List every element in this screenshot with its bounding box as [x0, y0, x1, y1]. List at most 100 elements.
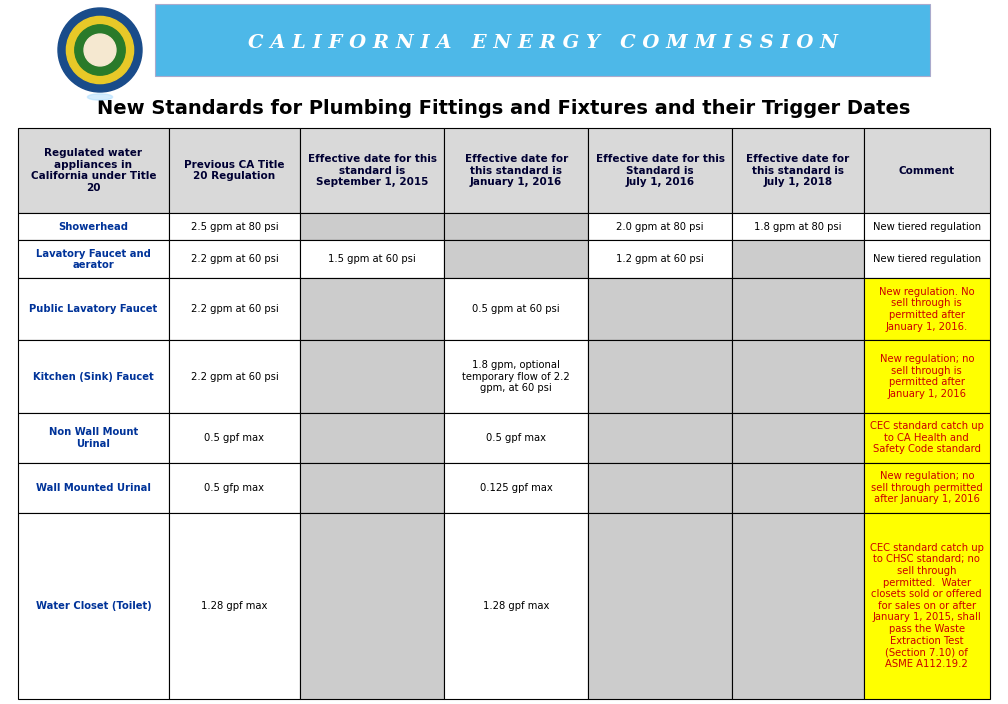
Text: Lavatory Faucet and
aerator: Lavatory Faucet and aerator — [36, 249, 151, 270]
Bar — [18, 413, 168, 463]
Text: 1.8 gpm at 80 psi: 1.8 gpm at 80 psi — [754, 222, 842, 232]
Text: 0.5 gpf max: 0.5 gpf max — [205, 433, 264, 443]
Text: Effective date for
this standard is
January 1, 2016: Effective date for this standard is Janu… — [465, 154, 568, 187]
Text: C A L I F O R N I A   E N E R G Y   C O M M I S S I O N: C A L I F O R N I A E N E R G Y C O M M … — [248, 34, 838, 52]
Text: Regulated water
appliances in
California under Title
20: Regulated water appliances in California… — [30, 148, 156, 193]
Text: 0.5 gpf max: 0.5 gpf max — [486, 433, 546, 443]
Text: Effective date for this
Standard is
July 1, 2016: Effective date for this Standard is July… — [596, 154, 725, 187]
Bar — [168, 463, 300, 513]
Bar — [18, 213, 168, 240]
Circle shape — [84, 34, 116, 66]
Text: Previous CA Title
20 Regulation: Previous CA Title 20 Regulation — [184, 160, 284, 182]
Bar — [864, 128, 990, 213]
Bar — [168, 240, 300, 278]
Bar — [445, 513, 588, 699]
Text: 1.5 gpm at 60 psi: 1.5 gpm at 60 psi — [329, 254, 416, 264]
Text: 0.125 gpf max: 0.125 gpf max — [480, 483, 552, 493]
Text: Non Wall Mount
Urinal: Non Wall Mount Urinal — [48, 427, 138, 448]
Bar — [18, 278, 168, 340]
Bar — [732, 278, 864, 340]
Text: Kitchen (Sink) Faucet: Kitchen (Sink) Faucet — [33, 372, 154, 382]
Text: New Standards for Plumbing Fittings and Fixtures and their Trigger Dates: New Standards for Plumbing Fittings and … — [98, 99, 910, 118]
Text: New tiered regulation: New tiered regulation — [873, 222, 981, 232]
Bar — [864, 213, 990, 240]
Bar — [445, 413, 588, 463]
Text: Wall Mounted Urinal: Wall Mounted Urinal — [36, 483, 151, 493]
Circle shape — [75, 25, 125, 75]
Bar — [18, 463, 168, 513]
Bar — [168, 340, 300, 413]
Bar — [155, 4, 930, 76]
Text: 2.0 gpm at 80 psi: 2.0 gpm at 80 psi — [617, 222, 704, 232]
Circle shape — [58, 8, 142, 92]
Bar — [300, 513, 445, 699]
Bar — [445, 128, 588, 213]
Text: 1.8 gpm, optional
temporary flow of 2.2
gpm, at 60 psi: 1.8 gpm, optional temporary flow of 2.2 … — [463, 360, 571, 393]
Text: 1.28 gpf max: 1.28 gpf max — [202, 601, 268, 611]
Text: CEC standard catch up
to CA Health and
Safety Code standard: CEC standard catch up to CA Health and S… — [870, 421, 984, 454]
Bar — [168, 413, 300, 463]
Bar — [300, 278, 445, 340]
Text: 0.5 gfp max: 0.5 gfp max — [205, 483, 264, 493]
Bar — [732, 413, 864, 463]
Bar — [300, 128, 445, 213]
Text: New regulation; no
sell through is
permitted after
January 1, 2016: New regulation; no sell through is permi… — [880, 354, 974, 399]
Bar — [864, 513, 990, 699]
Text: Public Lavatory Faucet: Public Lavatory Faucet — [29, 304, 157, 314]
Bar — [18, 240, 168, 278]
Text: Comment: Comment — [899, 165, 955, 175]
Bar — [588, 128, 732, 213]
Text: 2.2 gpm at 60 psi: 2.2 gpm at 60 psi — [191, 254, 278, 264]
Bar — [168, 513, 300, 699]
Bar — [588, 213, 732, 240]
Text: New tiered regulation: New tiered regulation — [873, 254, 981, 264]
Bar — [732, 513, 864, 699]
Text: 2.2 gpm at 60 psi: 2.2 gpm at 60 psi — [191, 304, 278, 314]
Text: 2.5 gpm at 80 psi: 2.5 gpm at 80 psi — [191, 222, 278, 232]
Bar — [864, 278, 990, 340]
Bar — [732, 240, 864, 278]
Bar — [445, 340, 588, 413]
Text: Effective date for this
standard is
September 1, 2015: Effective date for this standard is Sept… — [307, 154, 436, 187]
Bar — [588, 463, 732, 513]
Bar — [300, 240, 445, 278]
Bar — [864, 463, 990, 513]
Bar — [864, 240, 990, 278]
Bar — [18, 340, 168, 413]
Bar — [300, 213, 445, 240]
Bar — [300, 463, 445, 513]
Bar — [588, 240, 732, 278]
Bar — [18, 128, 168, 213]
Circle shape — [67, 16, 134, 84]
Bar — [588, 413, 732, 463]
Bar — [445, 240, 588, 278]
Bar — [445, 463, 588, 513]
Text: Water Closet (Toilet): Water Closet (Toilet) — [35, 601, 151, 611]
Text: New regulation. No
sell through is
permitted after
January 1, 2016.: New regulation. No sell through is permi… — [879, 287, 975, 332]
Bar — [168, 213, 300, 240]
Text: Showerhead: Showerhead — [58, 222, 128, 232]
Bar — [300, 413, 445, 463]
Text: 0.5 gpm at 60 psi: 0.5 gpm at 60 psi — [473, 304, 560, 314]
Bar — [732, 128, 864, 213]
Text: CEC standard catch up
to CHSC standard; no
sell through
permitted.  Water
closet: CEC standard catch up to CHSC standard; … — [870, 543, 984, 669]
Text: 1.2 gpm at 60 psi: 1.2 gpm at 60 psi — [616, 254, 704, 264]
Bar — [300, 340, 445, 413]
Bar — [732, 213, 864, 240]
Text: Effective date for
this standard is
July 1, 2018: Effective date for this standard is July… — [746, 154, 850, 187]
Bar — [18, 513, 168, 699]
Text: New regulation; no
sell through permitted
after January 1, 2016: New regulation; no sell through permitte… — [871, 471, 983, 504]
Bar — [864, 340, 990, 413]
Bar — [445, 278, 588, 340]
Bar — [588, 278, 732, 340]
Bar — [168, 278, 300, 340]
Bar — [445, 213, 588, 240]
Bar — [732, 463, 864, 513]
Ellipse shape — [88, 94, 113, 100]
Text: 2.2 gpm at 60 psi: 2.2 gpm at 60 psi — [191, 372, 278, 382]
Bar — [588, 513, 732, 699]
Bar — [864, 413, 990, 463]
Bar — [168, 128, 300, 213]
Bar — [588, 340, 732, 413]
Bar — [732, 340, 864, 413]
